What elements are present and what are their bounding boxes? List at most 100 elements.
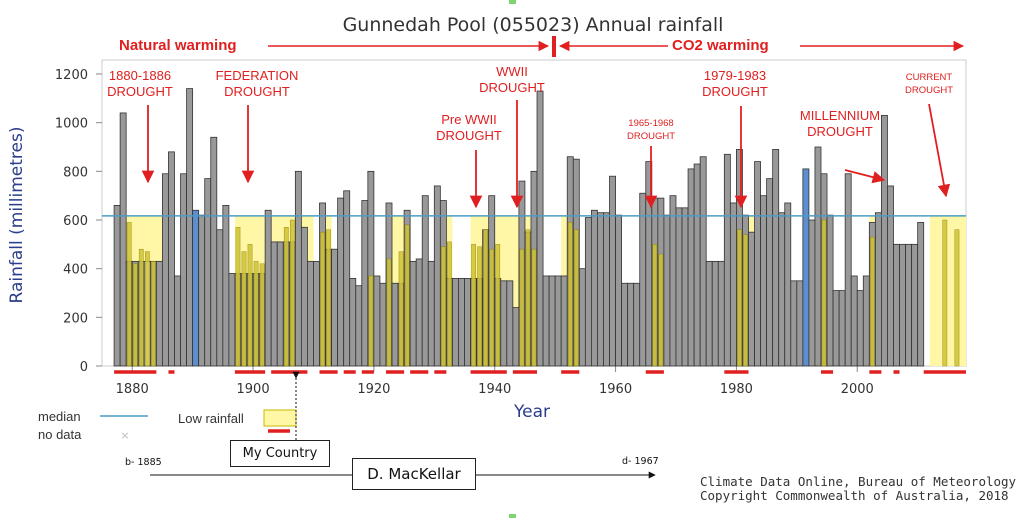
x-tick-label: 2000 bbox=[841, 382, 874, 397]
bar bbox=[210, 136, 218, 367]
bar bbox=[294, 170, 302, 367]
bar bbox=[893, 243, 900, 367]
drought-bar bbox=[483, 229, 489, 367]
drought-bar bbox=[132, 263, 138, 367]
y-tick-label: 1200 bbox=[55, 68, 88, 83]
bar bbox=[409, 260, 417, 367]
bar bbox=[687, 168, 695, 367]
bar bbox=[536, 90, 544, 367]
bar bbox=[198, 214, 206, 367]
legend-low-rainfall-swatch bbox=[263, 409, 297, 427]
bar bbox=[862, 275, 870, 367]
annotation-line2: DROUGHT bbox=[224, 84, 290, 99]
low-rainfall-fill bbox=[929, 215, 966, 366]
bar bbox=[458, 277, 465, 367]
bar bbox=[452, 277, 459, 367]
bar bbox=[844, 173, 852, 367]
bar bbox=[633, 282, 641, 367]
annotation-line1: CURRENT bbox=[906, 72, 953, 83]
bar bbox=[204, 178, 212, 367]
bar bbox=[180, 173, 187, 367]
drought-bar bbox=[386, 258, 392, 367]
drought-bar bbox=[259, 263, 265, 367]
bar bbox=[560, 275, 568, 367]
annotation-line2: DROUGHT bbox=[436, 128, 502, 143]
bar bbox=[228, 273, 236, 367]
drought-bar bbox=[320, 231, 325, 367]
annotation-line2: DROUGHT bbox=[479, 80, 545, 95]
x-tick-label: 1880 bbox=[116, 382, 149, 397]
drought-bar bbox=[821, 219, 827, 367]
drought-bar bbox=[404, 224, 410, 367]
bar bbox=[427, 260, 435, 367]
bar bbox=[379, 282, 387, 367]
drought-bar bbox=[326, 229, 331, 367]
bar bbox=[355, 285, 363, 367]
bar bbox=[464, 277, 471, 367]
bar bbox=[192, 209, 200, 367]
bar bbox=[796, 280, 804, 367]
bar bbox=[542, 275, 550, 367]
bar bbox=[300, 226, 308, 367]
bar bbox=[881, 114, 888, 367]
drought-bar bbox=[144, 251, 150, 367]
drought-bar bbox=[471, 244, 476, 367]
my-country-box: My Country bbox=[230, 440, 330, 467]
bar bbox=[584, 217, 592, 367]
bar bbox=[911, 243, 919, 367]
x-tick-label: 1940 bbox=[478, 382, 511, 397]
bar bbox=[711, 260, 719, 367]
bar bbox=[748, 231, 755, 367]
bar bbox=[663, 214, 671, 367]
drought-bar bbox=[235, 227, 241, 367]
bar bbox=[729, 202, 737, 367]
bar bbox=[717, 260, 725, 367]
y-tick-label: 200 bbox=[63, 311, 88, 326]
y-tick-label: 600 bbox=[63, 214, 88, 229]
bar bbox=[597, 212, 604, 367]
drought-bar bbox=[942, 219, 948, 367]
x-axis-label: Year bbox=[513, 402, 550, 422]
bar bbox=[343, 190, 351, 367]
bar bbox=[814, 146, 822, 367]
bar bbox=[917, 222, 925, 367]
bar bbox=[554, 275, 562, 367]
bar bbox=[548, 275, 556, 367]
bar bbox=[681, 207, 689, 367]
bar bbox=[433, 185, 441, 367]
bar bbox=[113, 204, 121, 367]
bar bbox=[361, 200, 369, 367]
bar bbox=[174, 275, 181, 367]
bar bbox=[512, 307, 520, 367]
period-natural-label: Natural warming bbox=[119, 37, 237, 54]
bar bbox=[186, 88, 194, 367]
y-tick-label: 800 bbox=[63, 165, 88, 180]
bottom-marker bbox=[509, 514, 516, 518]
annotation-line2: DROUGHT bbox=[807, 124, 873, 139]
x-tick-label: 1960 bbox=[599, 382, 632, 397]
bar bbox=[168, 151, 175, 367]
bar bbox=[784, 202, 792, 367]
bar bbox=[216, 229, 224, 367]
bar bbox=[887, 185, 894, 367]
y-tick-label: 400 bbox=[63, 263, 88, 278]
bar bbox=[603, 212, 610, 367]
drought-bar bbox=[489, 248, 495, 367]
bar bbox=[705, 260, 713, 367]
top-marker bbox=[509, 0, 516, 4]
annotation-arrow bbox=[928, 103, 951, 198]
drought-bar bbox=[737, 229, 742, 367]
annotation-line1: FEDERATION bbox=[216, 68, 299, 83]
drought-bar bbox=[954, 229, 960, 367]
mackellar-label: D. MacKellar bbox=[367, 465, 461, 483]
drought-bar bbox=[368, 275, 374, 367]
annotation-line1: 1880-1886 bbox=[109, 68, 171, 83]
my-country-label: My Country bbox=[242, 446, 318, 461]
bar bbox=[506, 280, 514, 367]
bar bbox=[905, 243, 913, 367]
bar bbox=[772, 149, 780, 367]
bar bbox=[899, 243, 906, 367]
drought-bar bbox=[253, 261, 259, 367]
bar bbox=[778, 212, 786, 367]
x-tick-label: 1980 bbox=[720, 382, 753, 397]
